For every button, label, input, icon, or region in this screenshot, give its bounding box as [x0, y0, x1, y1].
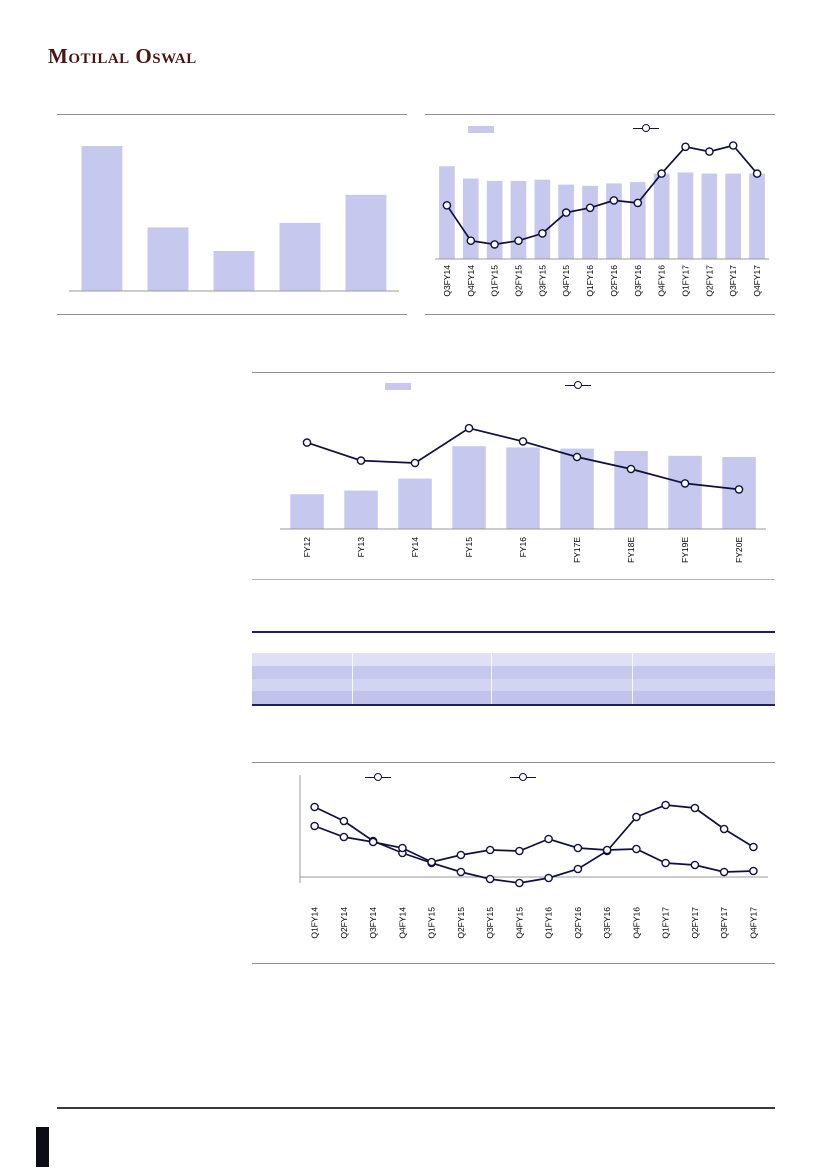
legend-line-marker-series1 [365, 773, 391, 782]
svg-text:Q1FY16: Q1FY16 [585, 265, 595, 297]
data-table [252, 631, 775, 706]
table-row [252, 678, 775, 692]
table-row [252, 653, 775, 666]
svg-text:FY12: FY12 [302, 537, 312, 558]
svg-text:Q3FY15: Q3FY15 [485, 907, 495, 939]
svg-text:Q3FY16: Q3FY16 [602, 907, 612, 939]
svg-text:FY15: FY15 [464, 537, 474, 558]
svg-text:Q3FY15: Q3FY15 [537, 265, 547, 297]
table-cell [252, 691, 353, 704]
svg-text:Q3FY17: Q3FY17 [728, 265, 738, 297]
svg-text:Q1FY15: Q1FY15 [427, 907, 437, 939]
svg-text:Q4FY17: Q4FY17 [748, 907, 758, 939]
table-header-row [252, 633, 775, 653]
svg-text:Q1FY14: Q1FY14 [310, 907, 320, 939]
svg-text:Q3FY14: Q3FY14 [368, 907, 378, 939]
svg-text:Q4FY17: Q4FY17 [752, 265, 762, 297]
table-cell [492, 633, 633, 653]
svg-text:Q4FY14: Q4FY14 [397, 907, 407, 939]
svg-text:Q3FY14: Q3FY14 [442, 265, 452, 297]
table-cell [633, 653, 775, 666]
chart-canvas [69, 146, 399, 292]
legend-bar-swatch [468, 126, 494, 133]
motilal-oswal-logo: Motilal Oswal [48, 44, 197, 68]
svg-text:Q4FY15: Q4FY15 [514, 907, 524, 939]
table-cell [492, 653, 633, 666]
svg-text:Q2FY16: Q2FY16 [573, 907, 583, 939]
chart-top-right: Q3FY14 Q4FY14 Q1FY15 Q2FY15 Q3FY15 Q4FY15 Q1FY… [425, 114, 775, 315]
chart-canvas: Q1FY14 Q2FY14 Q3FY14 Q4FY14 Q1FY15 Q2FY15 Q3FY… [299, 775, 768, 939]
svg-text:Q4FY14: Q4FY14 [466, 265, 476, 297]
svg-text:Q1FY15: Q1FY15 [490, 265, 500, 297]
chart-canvas: Q3FY14 Q4FY14 Q1FY15 Q2FY15 Q3FY15 Q4FY15 Q1FY… [435, 141, 769, 297]
table-cell [252, 678, 353, 692]
table-cell [492, 691, 633, 704]
table-cell [353, 691, 492, 704]
svg-text:Q4FY16: Q4FY16 [631, 907, 641, 939]
svg-text:FY13: FY13 [356, 537, 366, 558]
legend-bar-swatch [385, 383, 411, 390]
chart-top-left [57, 114, 407, 315]
svg-text:Q2FY15: Q2FY15 [514, 265, 524, 297]
legend-line-marker [565, 381, 591, 390]
svg-text:Q2FY14: Q2FY14 [339, 907, 349, 939]
svg-text:FY18E: FY18E [626, 537, 636, 563]
table-cell [492, 665, 633, 679]
chart-bottom: Q1FY14 Q2FY14 Q3FY14 Q4FY14 Q1FY15 Q2FY15 Q3FY… [252, 762, 775, 964]
svg-text:Q4FY15: Q4FY15 [561, 265, 571, 297]
svg-text:FY20E: FY20E [734, 537, 744, 563]
table-cell [492, 678, 633, 692]
svg-text:Q2FY15: Q2FY15 [456, 907, 466, 939]
table-cell [633, 679, 775, 692]
table-cell [353, 678, 492, 692]
table-cell [633, 633, 775, 653]
svg-text:Q2FY16: Q2FY16 [609, 265, 619, 297]
svg-text:Q3FY17: Q3FY17 [719, 907, 729, 939]
svg-text:Q1FY17: Q1FY17 [661, 907, 671, 939]
svg-text:Q2FY17: Q2FY17 [690, 907, 700, 939]
svg-text:Q1FY16: Q1FY16 [544, 907, 554, 939]
table-cell [353, 633, 492, 653]
table-cell [252, 665, 353, 679]
table-row [252, 665, 775, 679]
footer-divider [57, 1107, 775, 1109]
table-cell [252, 633, 353, 653]
svg-text:Q1FY17: Q1FY17 [681, 265, 691, 297]
table-cell [633, 666, 775, 679]
svg-text:FY17E: FY17E [572, 537, 582, 563]
footer-corner-tab [36, 1127, 49, 1167]
legend-line-marker-series2 [510, 773, 536, 782]
table-cell [353, 665, 492, 679]
svg-text:FY19E: FY19E [680, 537, 690, 563]
chart-middle: FY12 FY13 FY14 FY15 FY16 FY17E FY18E FY19E FY20E [252, 372, 775, 580]
svg-text:FY14: FY14 [410, 537, 420, 558]
legend-line-marker [633, 124, 659, 133]
table-cell [353, 653, 492, 666]
svg-text:Q2FY17: Q2FY17 [704, 265, 714, 297]
svg-text:FY16: FY16 [518, 537, 528, 558]
table-row [252, 691, 775, 704]
svg-text:Q3FY16: Q3FY16 [633, 265, 643, 297]
table-cell [633, 691, 775, 704]
svg-text:Q4FY16: Q4FY16 [657, 265, 667, 297]
chart-canvas: FY12 FY13 FY14 FY15 FY16 FY17E FY18E FY19E FY20E [280, 423, 766, 563]
table-cell [252, 653, 353, 666]
